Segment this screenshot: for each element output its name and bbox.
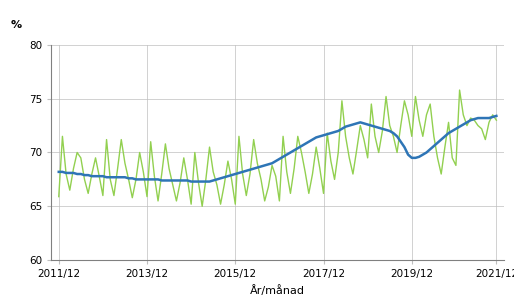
X-axis label: År/månad: År/månad	[250, 285, 305, 296]
Text: %: %	[10, 20, 22, 30]
